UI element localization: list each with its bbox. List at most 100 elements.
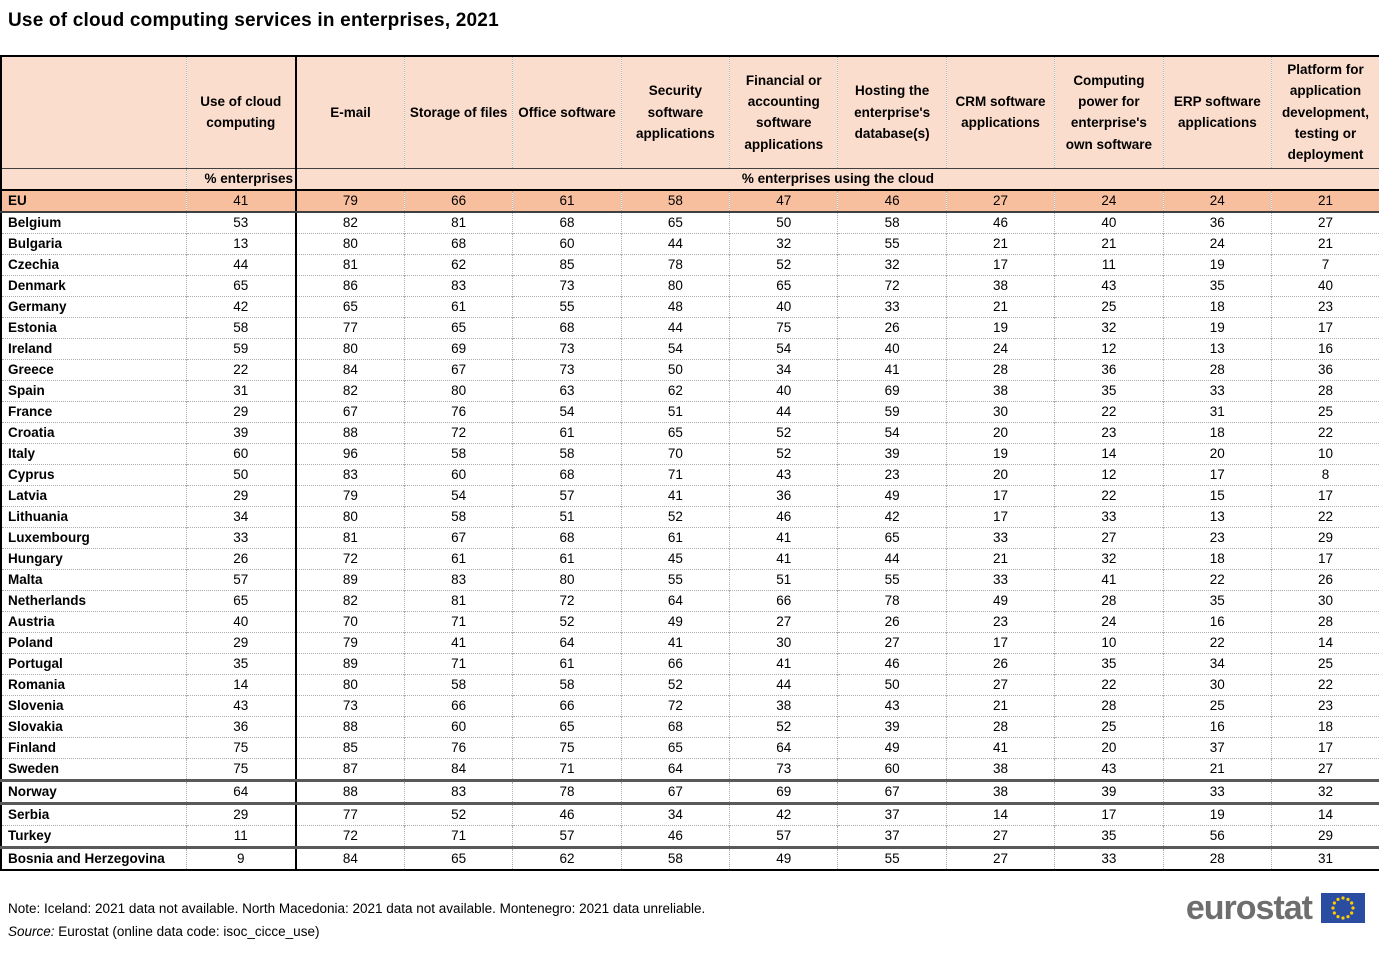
value-cell: 62 (404, 254, 514, 276)
value-cell: 27 (946, 846, 1056, 871)
country-cell: Romania (1, 674, 187, 696)
value-cell: 40 (186, 611, 297, 633)
value-cell: 31 (1163, 401, 1273, 423)
value-cell: 26 (837, 611, 947, 633)
value-cell: 38 (946, 779, 1056, 804)
value-cell: 60 (512, 233, 622, 255)
table-row: Latvia 29 79 54 57 41 36 49 17 22 15 17 (1, 485, 1379, 507)
value-cell: 23 (837, 464, 947, 486)
country-cell: Greece (1, 359, 187, 381)
value-cell: 71 (404, 825, 514, 848)
value-cell: 19 (1163, 254, 1273, 276)
value-cell: 34 (729, 359, 839, 381)
value-cell: 21 (1054, 233, 1164, 255)
country-cell: France (1, 401, 187, 423)
value-cell: 20 (1054, 737, 1164, 759)
value-cell: 18 (1163, 548, 1273, 570)
table-row: Portugal 35 89 71 61 66 41 46 26 35 34 25 (1, 653, 1379, 675)
value-cell: 27 (946, 674, 1056, 696)
page-title: Use of cloud computing services in enter… (8, 10, 499, 31)
table-row: Estonia 58 77 65 68 44 75 26 19 32 19 17 (1, 317, 1379, 339)
value-cell: 41 (404, 632, 514, 654)
value-cell: 20 (1163, 443, 1273, 465)
value-cell: 36 (186, 716, 297, 738)
value-cell: 21 (1271, 190, 1379, 214)
value-cell: 11 (1054, 254, 1164, 276)
source-line: Source: Eurostat (online data code: isoc… (8, 924, 1379, 939)
value-cell: 75 (186, 737, 297, 759)
value-cell: 86 (296, 275, 405, 297)
value-cell: 39 (186, 422, 297, 444)
value-cell: 41 (729, 548, 839, 570)
value-cell: 23 (1163, 527, 1273, 549)
value-cell: 26 (837, 317, 947, 339)
value-cell: 15 (1163, 485, 1273, 507)
value-cell: 58 (621, 846, 731, 871)
value-cell: 43 (1054, 758, 1164, 781)
value-cell: 37 (1163, 737, 1273, 759)
value-cell: 67 (296, 401, 405, 423)
value-cell: 65 (512, 716, 622, 738)
value-cell: 46 (512, 802, 622, 826)
value-cell: 65 (404, 317, 514, 339)
value-cell: 73 (729, 758, 839, 781)
value-cell: 33 (946, 527, 1056, 549)
country-cell: Serbia (1, 802, 187, 826)
value-cell: 72 (296, 548, 405, 570)
table-row: Netherlands 65 82 81 72 64 66 78 49 28 35 30 (1, 590, 1379, 612)
value-cell: 33 (1054, 506, 1164, 528)
value-cell: 25 (1271, 401, 1379, 423)
value-cell: 21 (1163, 758, 1273, 781)
value-cell: 84 (296, 846, 405, 871)
value-cell: 34 (186, 506, 297, 528)
value-cell: 76 (404, 737, 514, 759)
table-row: Cyprus 50 83 60 68 71 43 23 20 12 17 8 (1, 464, 1379, 486)
value-cell: 67 (404, 359, 514, 381)
value-cell: 49 (621, 611, 731, 633)
subheader-row: % enterprises % enterprises using the cl… (1, 168, 1379, 192)
value-cell: 26 (1271, 569, 1379, 591)
value-cell: 58 (621, 190, 731, 214)
value-cell: 41 (621, 485, 731, 507)
value-cell: 48 (621, 296, 731, 318)
value-cell: 71 (512, 758, 622, 781)
column-header: Platform for application development, te… (1271, 56, 1379, 169)
value-cell: 64 (729, 737, 839, 759)
value-cell: 36 (1163, 211, 1273, 234)
value-cell: 83 (404, 779, 514, 804)
value-cell: 55 (512, 296, 622, 318)
value-cell: 27 (946, 190, 1056, 214)
value-cell: 65 (186, 590, 297, 612)
country-cell: Sweden (1, 758, 187, 781)
value-cell: 13 (1163, 506, 1273, 528)
value-cell: 72 (621, 695, 731, 717)
value-cell: 27 (729, 611, 839, 633)
table-row: Hungary 26 72 61 61 45 41 44 21 32 18 17 (1, 548, 1379, 570)
value-cell: 17 (946, 506, 1056, 528)
value-cell: 37 (837, 802, 947, 826)
value-cell: 33 (1163, 779, 1273, 804)
value-cell: 28 (1054, 590, 1164, 612)
value-cell: 83 (296, 464, 405, 486)
value-cell: 46 (946, 211, 1056, 234)
value-cell: 88 (296, 422, 405, 444)
value-cell: 84 (404, 758, 514, 781)
value-cell: 49 (946, 590, 1056, 612)
table-row: Poland 29 79 41 64 41 30 27 17 10 22 14 (1, 632, 1379, 654)
value-cell: 81 (404, 590, 514, 612)
footer: Note: Iceland: 2021 data not available. … (0, 891, 1379, 939)
value-cell: 41 (1054, 569, 1164, 591)
eu-flag-icon (1321, 893, 1365, 924)
value-cell: 42 (729, 802, 839, 826)
value-cell: 26 (186, 548, 297, 570)
value-cell: 29 (186, 485, 297, 507)
value-cell: 61 (512, 422, 622, 444)
country-cell: Croatia (1, 422, 187, 444)
value-cell: 25 (1054, 296, 1164, 318)
table-row: Belgium 53 82 81 68 65 50 58 46 40 36 27 (1, 211, 1379, 234)
value-cell: 65 (621, 211, 731, 234)
eurostat-logo-text: eurostat (1185, 889, 1313, 928)
value-cell: 17 (1271, 548, 1379, 570)
country-cell: Cyprus (1, 464, 187, 486)
value-cell: 65 (837, 527, 947, 549)
